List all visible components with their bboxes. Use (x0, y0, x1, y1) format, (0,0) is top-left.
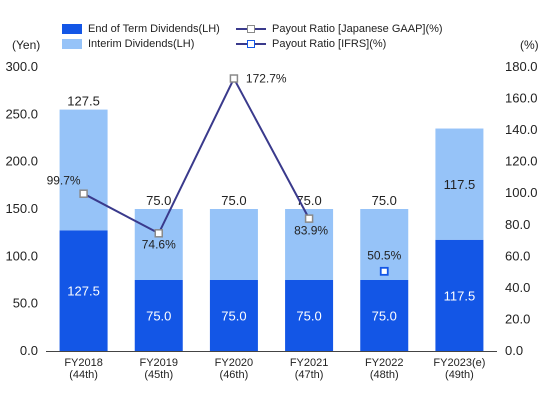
y-tick-label: 250.0 (5, 106, 38, 121)
legend-swatch-end-dividends (62, 24, 82, 34)
y2-tick-label: 120.0 (505, 154, 538, 169)
bar-interim-dividends (435, 128, 484, 240)
right-axis-unit: (%) (520, 38, 539, 52)
payout-jgaap-label: 172.7% (246, 72, 287, 86)
bar-label-top: 75.0 (221, 193, 246, 208)
y2-tick-label: 20.0 (505, 311, 530, 326)
bar-label-top: 75.0 (146, 193, 171, 208)
bar-label-end-dividends: 127.5 (67, 284, 100, 299)
y-tick-label: 150.0 (5, 201, 38, 216)
x-tick-sublabel: (48th) (370, 369, 399, 381)
y2-tick-label: 140.0 (505, 122, 538, 137)
bar-interim-dividends (209, 209, 258, 280)
bar-label-top: 75.0 (296, 193, 321, 208)
bar-end-dividends (209, 280, 258, 351)
bar-label-top: 75.0 (372, 193, 397, 208)
payout-jgaap-label: 74.6% (142, 237, 176, 251)
x-tick-sublabel: (46th) (220, 369, 249, 381)
bar-label-end-dividends: 75.0 (146, 309, 171, 324)
payout-ifrs-label: 50.5% (367, 248, 401, 262)
y-tick-label: 100.0 (5, 248, 38, 263)
legend-label-payout-jgaap: Payout Ratio [Japanese GAAP](%) (272, 23, 443, 35)
legend-label-payout-ifrs: Payout Ratio [IFRS](%) (272, 38, 387, 50)
payout-jgaap-label: 83.9% (294, 224, 328, 238)
bar-interim-dividends (59, 109, 108, 231)
y-tick-label: 300.0 (5, 59, 38, 74)
y2-tick-label: 100.0 (505, 185, 538, 200)
y2-tick-label: 60.0 (505, 248, 530, 263)
payout-jgaap-marker (154, 229, 163, 238)
x-tick-sublabel: (44th) (69, 369, 98, 381)
bar-end-dividends (134, 280, 183, 351)
bar-label-end-dividends: 75.0 (221, 309, 246, 324)
y-tick-label: 0.0 (20, 343, 38, 358)
y2-tick-label: 160.0 (505, 91, 538, 106)
y2-tick-label: 0.0 (505, 343, 523, 358)
legend-swatch-interim-dividends (62, 39, 82, 49)
y-tick-label: 50.0 (13, 296, 38, 311)
x-tick-label: FY2022 (365, 357, 404, 369)
bar-label-end-dividends: 75.0 (372, 309, 397, 324)
bar-label-top: 127.5 (67, 94, 100, 109)
legend-item-interim-dividends: Interim Dividends(LH) (62, 38, 194, 50)
left-axis-unit: (Yen) (12, 38, 41, 52)
payout-ifrs-marker (379, 266, 389, 276)
bar-end-dividends (285, 280, 334, 351)
y2-tick-label: 40.0 (505, 280, 530, 295)
bar-label-end-dividends: 117.5 (444, 288, 476, 303)
x-tick-label: FY2021 (290, 357, 329, 369)
y-tick-label: 200.0 (5, 154, 38, 169)
legend-swatch-payout-jgaap (236, 24, 266, 34)
x-tick-sublabel: (45th) (144, 369, 173, 381)
bar-end-dividends (59, 230, 108, 351)
legend-item-payout-ifrs: Payout Ratio [IFRS](%) (236, 38, 386, 50)
y2-tick-label: 180.0 (505, 59, 538, 74)
legend-label-interim-dividends: Interim Dividends(LH) (88, 38, 195, 50)
payout-jgaap-label: 99.7% (47, 174, 81, 188)
legend-item-end-dividends: End of Term Dividends(LH) (62, 23, 220, 35)
x-tick-sublabel: (47th) (295, 369, 324, 381)
x-tick-label: FY2023(e) (433, 357, 485, 369)
payout-jgaap-marker (304, 214, 314, 223)
payout-jgaap-line (83, 76, 310, 235)
legend-item-payout-jgaap: Payout Ratio [Japanese GAAP](%) (236, 23, 443, 35)
bar-end-dividends (360, 280, 409, 351)
bar-label-end-dividends: 75.0 (296, 309, 321, 324)
x-tick-label: FY2020 (215, 357, 254, 369)
y2-tick-label: 80.0 (505, 217, 530, 232)
x-tick-label: FY2018 (64, 357, 103, 369)
legend-swatch-payout-ifrs (236, 39, 266, 49)
payout-jgaap-marker (229, 74, 239, 83)
bar-end-dividends (435, 239, 484, 351)
x-tick-label: FY2019 (139, 357, 178, 369)
x-tick-sublabel: (49th) (445, 369, 474, 381)
payout-jgaap-marker (79, 189, 88, 198)
bar-label-interim-dividends: 117.5 (444, 177, 476, 192)
legend-label-end-dividends: End of Term Dividends(LH) (88, 23, 220, 35)
bar-interim-dividends (134, 209, 183, 280)
